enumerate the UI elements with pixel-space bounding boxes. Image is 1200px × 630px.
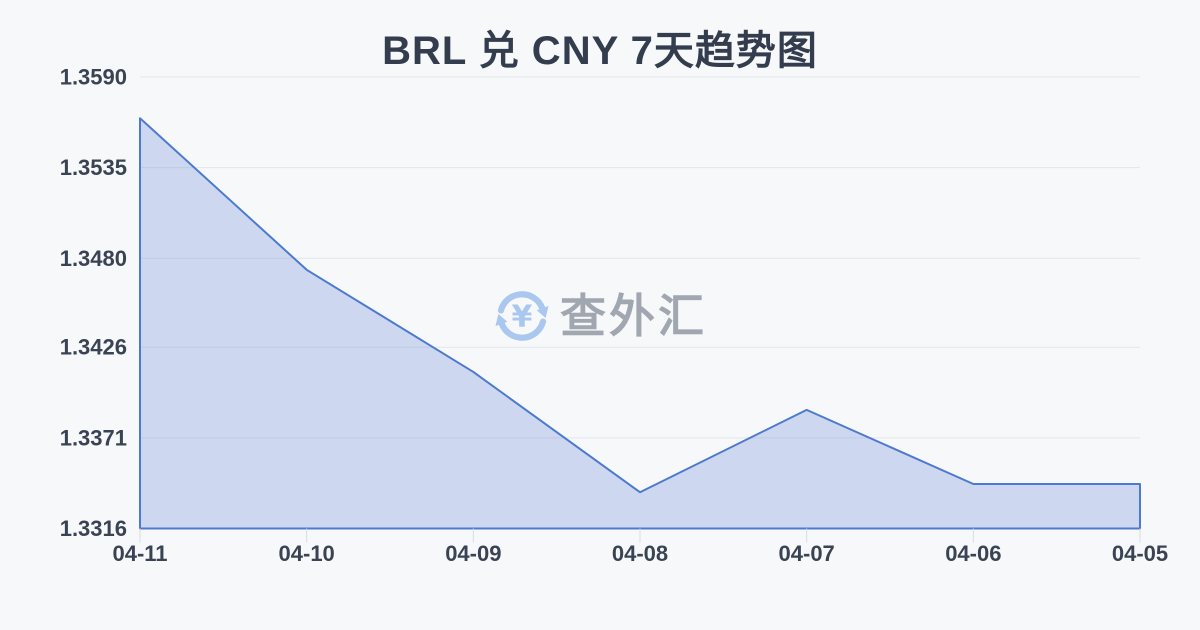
x-tick-label: 04-06 xyxy=(945,541,1001,566)
x-tick-label: 04-05 xyxy=(1112,541,1168,566)
y-tick-label: 1.3590 xyxy=(60,65,127,90)
x-tick-label: 04-08 xyxy=(612,541,668,566)
y-tick-label: 1.3535 xyxy=(60,155,127,180)
x-tick-label: 04-09 xyxy=(445,541,501,566)
y-tick-label: 1.3316 xyxy=(60,516,127,541)
y-tick-label: 1.3371 xyxy=(60,425,127,450)
x-tick-label: 04-10 xyxy=(279,541,335,566)
x-tick-label: 04-07 xyxy=(779,541,835,566)
y-tick-label: 1.3480 xyxy=(60,246,127,271)
chart-title: BRL 兑 CNY 7天趋势图 xyxy=(382,29,818,73)
x-tick-label: 04-11 xyxy=(112,541,167,566)
area-series xyxy=(139,117,1141,530)
y-tick-label: 1.3426 xyxy=(60,335,127,360)
